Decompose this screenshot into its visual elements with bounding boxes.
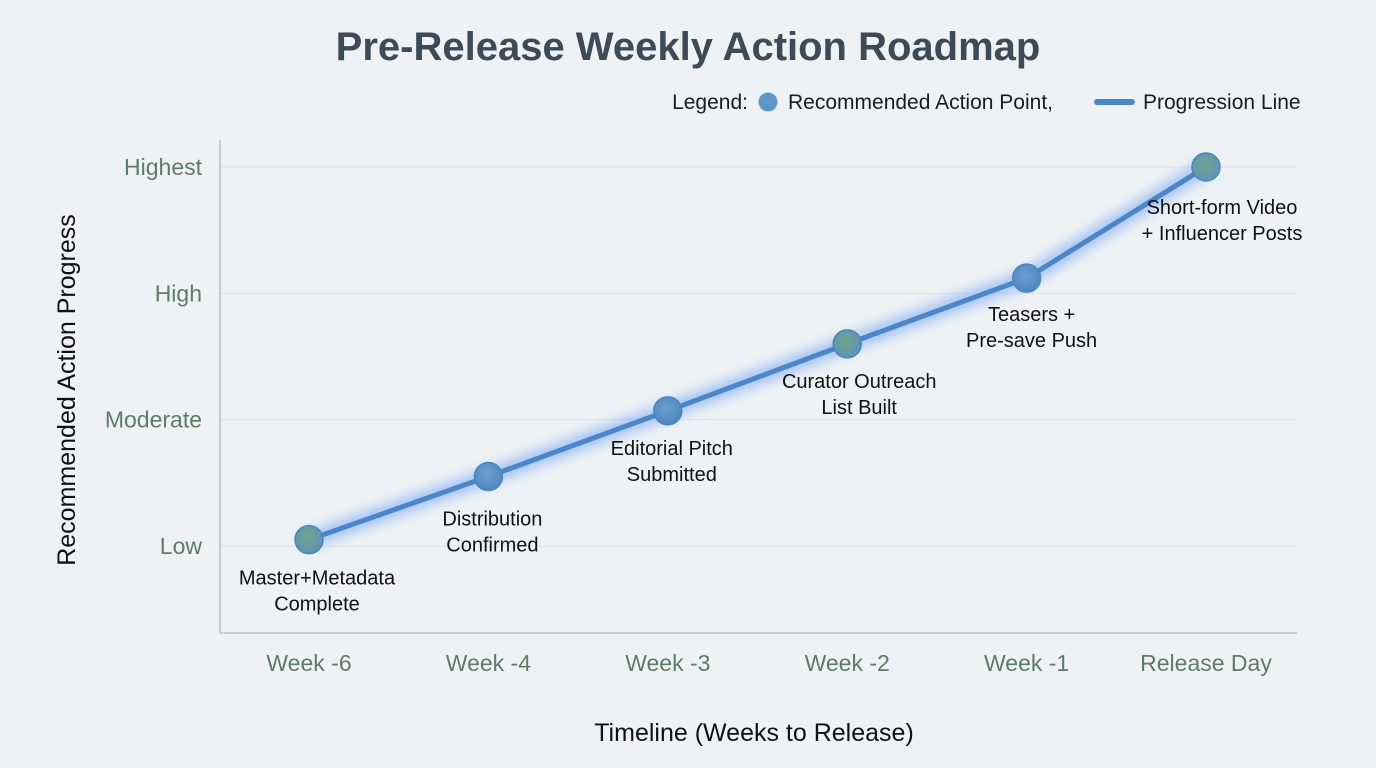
x-axis-label: Timeline (Weeks to Release) xyxy=(594,719,914,747)
point-label: Distribution Confirmed xyxy=(442,509,542,557)
legend: Legend: Recommended Action Point, Progre… xyxy=(672,91,1301,114)
x-tick-label: Week -3 xyxy=(625,650,710,676)
y-tick-label: High xyxy=(155,280,202,306)
data-points xyxy=(294,152,1221,555)
axes xyxy=(219,140,1297,634)
y-tick-label: Moderate xyxy=(105,407,202,433)
series-layer xyxy=(301,159,1214,548)
x-tick-label: Week -4 xyxy=(446,650,531,676)
point-labels: Master+Metadata Complete Distribution Confi… xyxy=(239,197,1302,616)
legend-point-marker xyxy=(758,92,778,112)
x-tick-label: Week -2 xyxy=(805,650,890,676)
point-label: Short-form Video + Influencer Posts xyxy=(1142,197,1303,245)
series-line xyxy=(306,164,1209,543)
gridlines xyxy=(220,166,1297,547)
point-label: Master+Metadata Complete xyxy=(239,568,396,616)
data-point xyxy=(832,329,862,359)
legend-line-label: Progression Line xyxy=(1143,91,1301,114)
y-axis-ticks: Low Moderate High Highest xyxy=(105,154,203,559)
x-axis-ticks: Week -6 Week -4 Week -3 Week -2 Week -1 Relea… xyxy=(266,650,1272,676)
data-point xyxy=(1191,152,1221,182)
point-label: Teasers + Pre-save Push xyxy=(966,304,1097,352)
legend-prefix: Legend: xyxy=(672,91,748,114)
data-point xyxy=(653,396,683,426)
point-label: Curator Outreach List Built xyxy=(782,371,937,419)
legend-point-label: Recommended Action Point, xyxy=(788,91,1053,114)
chart-title: Pre-Release Weekly Action Roadmap xyxy=(336,25,1041,69)
point-label: Editorial Pitch Submitted xyxy=(611,438,733,486)
x-tick-label: Week -6 xyxy=(266,650,351,676)
data-point xyxy=(1011,263,1042,293)
data-point xyxy=(473,461,504,492)
y-axis-label: Recommended Action Progress xyxy=(53,214,81,566)
series-line-glow xyxy=(301,159,1214,548)
y-tick-label: Low xyxy=(160,533,203,559)
x-tick-label: Release Day xyxy=(1140,650,1272,676)
x-tick-label: Week -1 xyxy=(984,650,1069,676)
data-point xyxy=(294,524,324,555)
y-tick-label: Highest xyxy=(124,154,203,180)
